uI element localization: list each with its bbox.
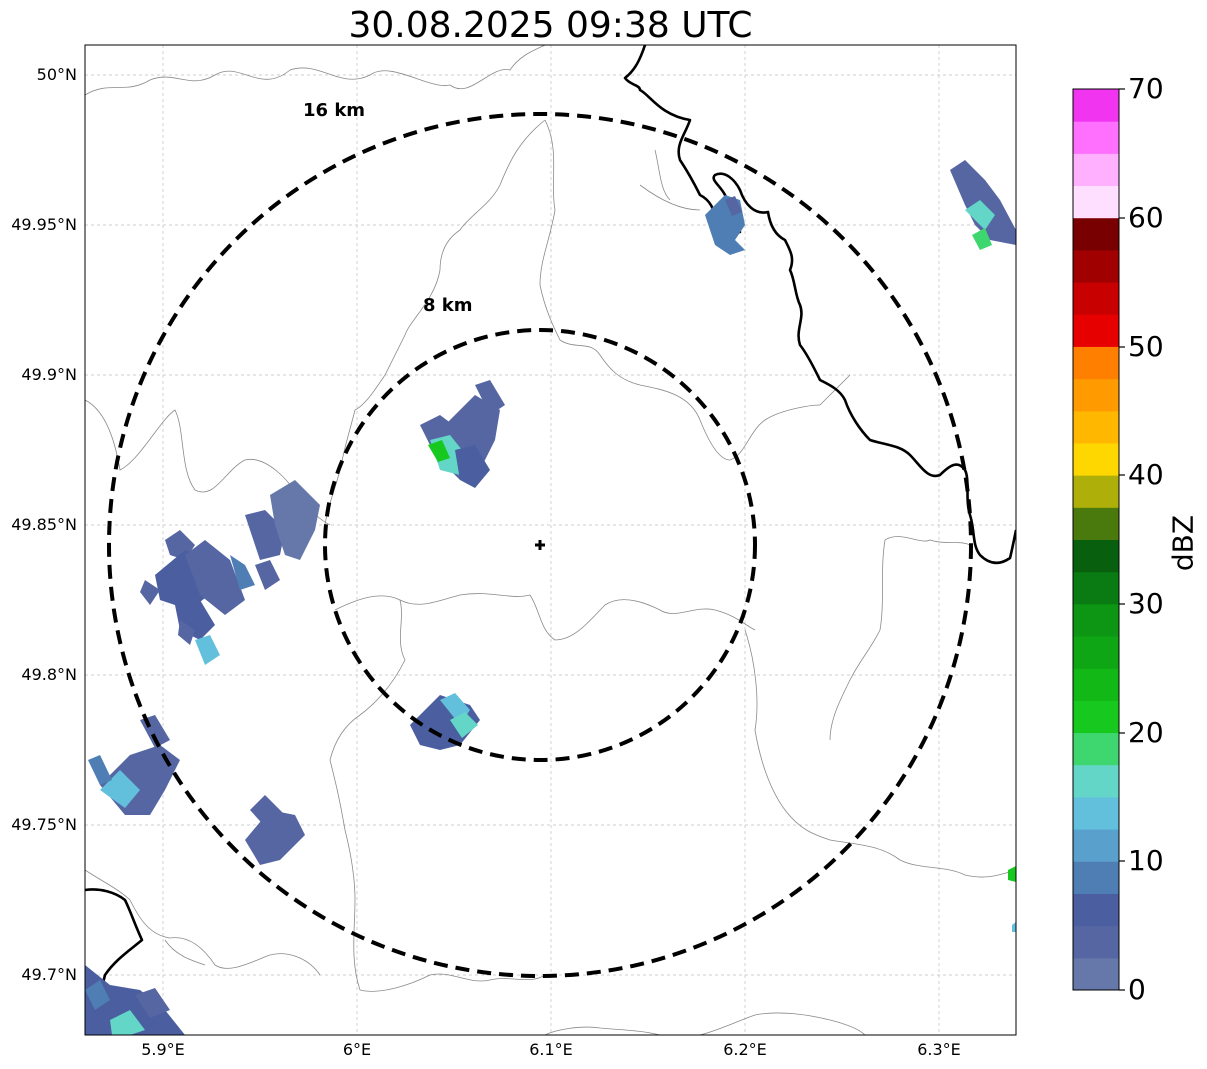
colorbar-segment <box>1073 507 1119 540</box>
colorbar-tick-marks <box>1119 88 1125 991</box>
colorbar-segment <box>1073 636 1119 669</box>
gridlines <box>85 45 1016 1035</box>
colorbar-segment <box>1073 571 1119 605</box>
colorbar-segment <box>1073 796 1119 830</box>
colorbar-segment <box>1073 732 1119 766</box>
echo-north-cell <box>420 380 505 488</box>
colorbar-segment <box>1073 829 1119 862</box>
colorbar-segment <box>1073 957 1119 991</box>
lat-tick-label: 49.8°N <box>21 665 77 684</box>
lat-tick-label: 49.75°N <box>11 815 77 834</box>
colorbar-tick-label: 40 <box>1128 458 1164 491</box>
colorbar-segment <box>1073 603 1119 637</box>
colorbar-tick-label: 20 <box>1128 716 1164 749</box>
colorbar <box>1073 89 1119 991</box>
colorbar-tick-label: 10 <box>1128 844 1164 877</box>
map-frame-background <box>85 45 1016 1035</box>
lat-tick-label: 49.95°N <box>11 215 77 234</box>
colorbar-segment <box>1073 121 1119 154</box>
colorbar-segment <box>1073 764 1119 798</box>
colorbar-segment <box>1073 475 1119 508</box>
colorbar-tick-label: 70 <box>1128 72 1164 105</box>
lon-tick-label: 6.2°E <box>723 1040 767 1059</box>
lat-tick-label: 49.7°N <box>21 965 77 984</box>
echo-west-cluster <box>140 480 320 665</box>
lon-tick-label: 6°E <box>342 1040 372 1059</box>
radar-center-marker <box>535 540 545 550</box>
lon-tick-label: 5.9°E <box>141 1040 185 1059</box>
radar-echoes <box>85 160 1016 1035</box>
colorbar-segment <box>1073 861 1119 894</box>
colorbar-segment <box>1073 668 1119 701</box>
colorbar-tick-label: 50 <box>1128 330 1164 363</box>
colorbar-segment <box>1073 153 1119 187</box>
colorbar-label: dBZ <box>1166 514 1200 572</box>
colorbar-tick-label: 0 <box>1128 973 1146 1006</box>
echo-bottomleft-cells <box>85 965 185 1035</box>
range-ring-16km <box>107 112 973 978</box>
map-frame <box>84 44 1017 1036</box>
admin-boundaries <box>85 45 1016 1035</box>
colorbar-segment <box>1073 539 1119 573</box>
colorbar-segment <box>1073 346 1119 380</box>
colorbar-segment <box>1073 89 1119 122</box>
range-ring-8km <box>323 328 757 762</box>
colorbar-segment <box>1073 925 1119 959</box>
colorbar-segment <box>1073 282 1119 315</box>
ring-label-16km: 16 km <box>303 100 366 121</box>
colorbar-segment <box>1073 893 1119 927</box>
lon-tick-label: 6.1°E <box>529 1040 573 1059</box>
map-title: 30.08.2025 09:38 UTC <box>348 5 753 46</box>
colorbar-tick-label: 30 <box>1128 587 1164 620</box>
colorbar-segment <box>1073 410 1119 444</box>
colorbar-frame <box>1072 88 1120 991</box>
lat-tick-label: 49.85°N <box>11 515 77 534</box>
lon-tick-label: 6.3°E <box>917 1040 961 1059</box>
colorbar-segment <box>1073 185 1119 219</box>
colorbar-segment <box>1073 249 1119 283</box>
ring-label-8km: 8 km <box>423 295 473 316</box>
colorbar-segment <box>1073 700 1119 734</box>
colorbar-segment <box>1073 314 1119 347</box>
echo-northeast-cells <box>705 160 1016 932</box>
colorbar-segment <box>1073 442 1119 476</box>
echo-southwest-cells <box>88 715 305 865</box>
colorbar-segment <box>1073 378 1119 412</box>
lat-tick-label: 50°N <box>36 65 77 84</box>
colorbar-tick-label: 60 <box>1128 201 1164 234</box>
colorbar-segment <box>1073 217 1119 251</box>
lat-tick-label: 49.9°N <box>21 365 77 384</box>
echo-south-cell <box>410 693 480 750</box>
